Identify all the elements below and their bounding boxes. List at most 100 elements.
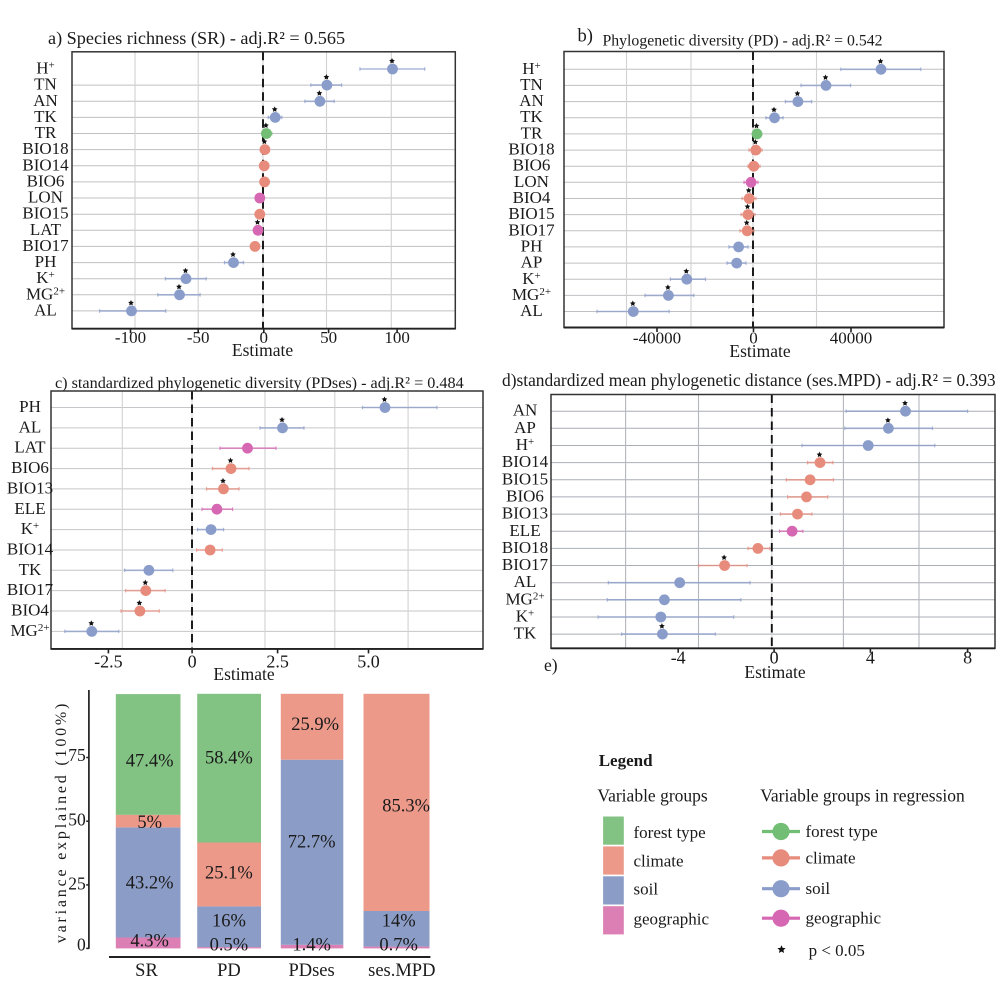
- svg-text:AP: AP: [521, 253, 543, 272]
- svg-text:TK: TK: [34, 107, 57, 126]
- svg-text:100: 100: [384, 328, 410, 347]
- svg-text:-2.5: -2.5: [94, 652, 123, 672]
- svg-text:Estimate: Estimate: [729, 341, 790, 361]
- svg-text:AL: AL: [19, 417, 42, 436]
- svg-text:Estimate: Estimate: [232, 340, 293, 360]
- svg-text:16%: 16%: [212, 912, 246, 932]
- svg-text:AL: AL: [520, 301, 543, 320]
- svg-text:50: 50: [68, 810, 86, 830]
- svg-text:BIO18: BIO18: [22, 139, 68, 158]
- svg-text:Phylogenetic diversity (PD) -: Phylogenetic diversity (PD) - adj.R² = 0…: [603, 31, 883, 50]
- svg-text:-100: -100: [115, 328, 146, 347]
- svg-text:BIO15: BIO15: [502, 469, 548, 488]
- svg-text:BIO14: BIO14: [22, 155, 69, 174]
- svg-text:25.9%: 25.9%: [291, 715, 339, 735]
- svg-text:climate: climate: [634, 852, 684, 871]
- svg-text:forest type: forest type: [634, 823, 706, 842]
- svg-text:ses.MPD: ses.MPD: [368, 961, 435, 981]
- svg-text:SR: SR: [135, 961, 158, 981]
- svg-text:58.4%: 58.4%: [205, 748, 253, 768]
- svg-text:25.1%: 25.1%: [205, 863, 253, 883]
- svg-text:Estimate: Estimate: [213, 664, 274, 684]
- svg-text:85.3%: 85.3%: [382, 796, 430, 816]
- svg-text:e): e): [544, 655, 558, 675]
- svg-text:BIO4: BIO4: [513, 188, 551, 207]
- svg-text:4.3%: 4.3%: [130, 932, 169, 952]
- svg-text:AN: AN: [513, 401, 538, 420]
- svg-text:climate: climate: [806, 848, 856, 867]
- svg-text:72.7%: 72.7%: [288, 833, 336, 853]
- svg-text:soil: soil: [634, 880, 659, 899]
- svg-text:d)standardized mean phylogenet: d)standardized mean phylogenetic distanc…: [502, 370, 996, 390]
- svg-text:forest type: forest type: [806, 822, 878, 841]
- svg-text:0: 0: [77, 935, 86, 955]
- svg-text:PH: PH: [521, 236, 543, 255]
- svg-text:BIO14: BIO14: [7, 540, 54, 559]
- svg-text:a) Species richness (SR) - a: a) Species richness (SR) - adj.R² = 0.56…: [48, 28, 345, 49]
- svg-text:TK: TK: [19, 560, 42, 579]
- svg-text:0: 0: [260, 328, 269, 347]
- svg-text:BIO6: BIO6: [11, 458, 49, 477]
- svg-text:43.2%: 43.2%: [126, 873, 174, 893]
- svg-text:geographic: geographic: [634, 910, 710, 929]
- svg-text:ELE: ELE: [14, 499, 45, 518]
- svg-text:TK: TK: [514, 624, 537, 643]
- svg-text:BIO14: BIO14: [502, 452, 549, 471]
- svg-text:BIO17: BIO17: [508, 220, 555, 239]
- svg-text:TR: TR: [521, 123, 543, 142]
- svg-text:BIO4: BIO4: [11, 601, 49, 620]
- svg-text:0: 0: [188, 652, 197, 672]
- svg-text:25: 25: [68, 874, 86, 894]
- svg-text:PH: PH: [35, 252, 57, 271]
- svg-text:b): b): [578, 27, 593, 47]
- svg-text:50: 50: [320, 328, 337, 347]
- svg-text:LAT: LAT: [14, 438, 46, 457]
- svg-text:BIO18: BIO18: [502, 538, 548, 557]
- svg-text:BIO17: BIO17: [22, 236, 69, 255]
- svg-text:LAT: LAT: [30, 220, 62, 239]
- svg-text:p < 0.05: p < 0.05: [809, 941, 865, 960]
- svg-text:LON: LON: [28, 188, 63, 207]
- svg-text:TR: TR: [35, 123, 57, 142]
- svg-text:LON: LON: [514, 172, 549, 191]
- svg-text:BIO17: BIO17: [502, 555, 549, 574]
- svg-text:Estimate: Estimate: [744, 662, 805, 682]
- svg-text:Variable groups: Variable groups: [597, 786, 708, 806]
- svg-text:geographic: geographic: [806, 909, 882, 928]
- svg-text:0: 0: [749, 329, 758, 348]
- svg-text:PD: PD: [217, 961, 241, 981]
- svg-text:5.0: 5.0: [357, 652, 380, 672]
- svg-text:-40000: -40000: [633, 329, 681, 348]
- svg-text:0: 0: [770, 648, 779, 668]
- svg-text:0.5%: 0.5%: [210, 935, 249, 955]
- svg-text:4: 4: [866, 648, 875, 668]
- svg-text:0.7%: 0.7%: [379, 935, 418, 955]
- svg-text:14%: 14%: [382, 912, 416, 932]
- svg-text:BIO6: BIO6: [27, 171, 65, 190]
- svg-text:1.4%: 1.4%: [292, 935, 331, 955]
- svg-text:75: 75: [68, 745, 86, 765]
- svg-text:AN: AN: [33, 91, 58, 110]
- svg-text:BIO13: BIO13: [7, 478, 53, 497]
- svg-text:AP: AP: [514, 418, 536, 437]
- svg-text:8: 8: [963, 648, 972, 668]
- svg-text:-4: -4: [671, 648, 686, 668]
- svg-text:BIO6: BIO6: [513, 156, 551, 175]
- svg-text:Variable groups in regression: Variable groups in regression: [760, 786, 965, 806]
- svg-text:TK: TK: [520, 107, 543, 126]
- svg-text:2.5: 2.5: [266, 652, 289, 672]
- svg-text:AN: AN: [519, 91, 544, 110]
- svg-text:BIO6: BIO6: [506, 486, 544, 505]
- svg-text:47.4%: 47.4%: [126, 752, 174, 772]
- svg-text:ELE: ELE: [509, 521, 540, 540]
- svg-text:TN: TN: [520, 75, 543, 94]
- svg-text:soil: soil: [806, 879, 831, 898]
- svg-text:Legend: Legend: [599, 751, 653, 770]
- svg-text:40000: 40000: [830, 329, 873, 348]
- svg-text:BIO18: BIO18: [508, 140, 554, 159]
- svg-text:c) standardized phylogenetic d: c) standardized phylogenetic diversity (…: [55, 374, 464, 392]
- svg-text:-50: -50: [187, 328, 210, 347]
- svg-text:variance explained (100%): variance explained (100%): [53, 701, 70, 943]
- svg-text:BIO15: BIO15: [22, 204, 68, 223]
- svg-text:5%: 5%: [137, 813, 162, 833]
